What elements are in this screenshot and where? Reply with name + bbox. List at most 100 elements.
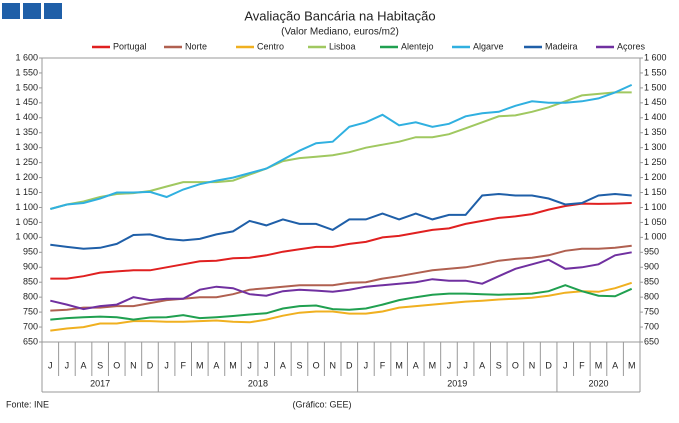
y2-tick-label: 1 150 — [644, 187, 667, 197]
y-tick-label: 750 — [23, 306, 38, 316]
chart-title: Avaliação Bancária na Habitação — [244, 8, 435, 23]
x-tick-label: F — [180, 360, 186, 370]
x-tick-label: D — [147, 360, 154, 370]
y2-tick-label: 1 450 — [644, 97, 667, 107]
y-tick-label: 1 600 — [15, 52, 38, 62]
legend-label: Centro — [257, 41, 284, 51]
x-tick-label: S — [97, 360, 103, 370]
y-tick-label: 700 — [23, 321, 38, 331]
legend-label: Portugal — [113, 41, 147, 51]
y-tick-label: 800 — [23, 292, 38, 302]
x-tick-label: J — [65, 360, 70, 370]
logo-square — [2, 3, 20, 19]
x-tick-label: A — [81, 360, 87, 370]
y-tick-label: 950 — [23, 247, 38, 257]
series-line — [50, 251, 632, 311]
x-tick-label: O — [512, 360, 519, 370]
x-tick-label: M — [395, 360, 403, 370]
y-tick-label: 1 100 — [15, 202, 38, 212]
y-tick-label: 1 450 — [15, 97, 38, 107]
legend-label: Alentejo — [401, 41, 434, 51]
credit: (Gráfico: GEE) — [292, 399, 351, 409]
x-tick-label: O — [113, 360, 120, 370]
x-tick-label: J — [447, 360, 452, 370]
y2-tick-label: 850 — [644, 277, 659, 287]
legend-label: Madeira — [545, 41, 578, 51]
x-tick-label: J — [563, 360, 568, 370]
y2-tick-label: 1 600 — [644, 52, 667, 62]
legend-label: Norte — [185, 41, 207, 51]
y2-tick-label: 800 — [644, 292, 659, 302]
y-tick-label: 1 300 — [15, 142, 38, 152]
year-label: 2019 — [447, 378, 467, 388]
year-label: 2020 — [588, 378, 608, 388]
x-tick-label: J — [463, 360, 468, 370]
x-tick-label: J — [48, 360, 53, 370]
x-tick-label: J — [247, 360, 252, 370]
x-tick-label: M — [595, 360, 603, 370]
x-tick-label: O — [313, 360, 320, 370]
y2-tick-label: 900 — [644, 262, 659, 272]
y2-tick-label: 650 — [644, 336, 659, 346]
y2-tick-label: 1 250 — [644, 157, 667, 167]
x-tick-label: A — [213, 360, 219, 370]
x-tick-label: S — [496, 360, 502, 370]
x-tick-label: F — [380, 360, 386, 370]
series-line — [50, 281, 633, 332]
y2-tick-label: 1 050 — [644, 217, 667, 227]
x-tick-label: D — [346, 360, 353, 370]
x-tick-label: S — [296, 360, 302, 370]
legend-label: Lisboa — [329, 41, 356, 51]
x-tick-label: N — [329, 360, 336, 370]
y-tick-label: 650 — [23, 336, 38, 346]
y-tick-label: 1 550 — [15, 67, 38, 77]
y-tick-label: 1 050 — [15, 217, 38, 227]
x-tick-label: M — [628, 360, 636, 370]
series-line — [50, 83, 633, 210]
source: Fonte: INE — [6, 399, 49, 409]
legend-label: Algarve — [473, 41, 504, 51]
series-line — [50, 244, 632, 312]
x-tick-label: M — [429, 360, 437, 370]
y-tick-label: 1 400 — [15, 112, 38, 122]
y2-tick-label: 1 500 — [644, 82, 667, 92]
y-tick-label: 1 500 — [15, 82, 38, 92]
x-tick-label: J — [164, 360, 169, 370]
x-tick-label: A — [479, 360, 485, 370]
logo-square — [44, 3, 62, 19]
y-tick-label: 1 150 — [15, 187, 38, 197]
logo-square — [23, 3, 41, 19]
y2-tick-label: 750 — [644, 306, 659, 316]
year-label: 2018 — [248, 378, 268, 388]
year-label: 2017 — [90, 378, 110, 388]
y2-tick-label: 1 200 — [644, 172, 667, 182]
x-tick-label: A — [280, 360, 286, 370]
x-tick-label: M — [196, 360, 204, 370]
series-line — [50, 192, 632, 250]
chart-subtitle: (Valor Mediano, euros/m2) — [281, 27, 399, 38]
y-tick-label: 1 350 — [15, 127, 38, 137]
x-tick-label: N — [529, 360, 536, 370]
x-tick-label: N — [130, 360, 137, 370]
y2-tick-label: 1 300 — [644, 142, 667, 152]
x-tick-label: A — [413, 360, 419, 370]
series-line — [50, 202, 632, 280]
y2-tick-label: 700 — [644, 321, 659, 331]
x-tick-label: J — [364, 360, 369, 370]
series-line — [50, 284, 633, 321]
x-tick-label: F — [579, 360, 585, 370]
y-tick-label: 900 — [23, 262, 38, 272]
y2-tick-label: 1 350 — [644, 127, 667, 137]
y2-tick-label: 1 400 — [644, 112, 667, 122]
x-tick-label: A — [612, 360, 618, 370]
y-tick-label: 1 000 — [15, 232, 38, 242]
x-tick-label: M — [229, 360, 237, 370]
y2-tick-label: 1 000 — [644, 232, 667, 242]
y2-tick-label: 1 100 — [644, 202, 667, 212]
y-tick-label: 1 250 — [15, 157, 38, 167]
y2-tick-label: 950 — [644, 247, 659, 257]
y-tick-label: 850 — [23, 277, 38, 287]
y2-tick-label: 1 550 — [644, 67, 667, 77]
legend-label: Açores — [617, 41, 646, 51]
